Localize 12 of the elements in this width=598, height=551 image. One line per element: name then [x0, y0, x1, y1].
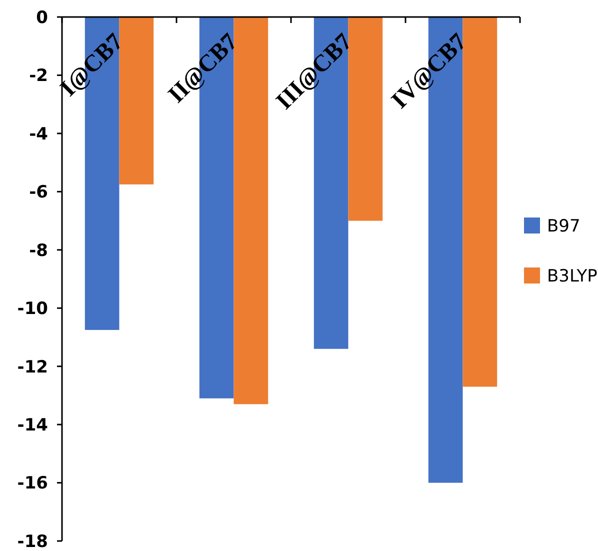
y-tick-label: -8 — [29, 240, 48, 261]
y-tick-label: -10 — [17, 299, 48, 320]
y-tick-label: -4 — [29, 124, 48, 144]
y-tick-label: 0 — [36, 8, 48, 28]
y-tick-label: -14 — [17, 416, 48, 436]
legend-label: B3LYP — [547, 266, 598, 286]
y-tick-label: -18 — [17, 532, 48, 551]
y-tick-label: -2 — [29, 66, 48, 86]
legend-label: B97 — [547, 216, 580, 236]
y-tick-label: -12 — [17, 357, 48, 378]
y-tick-label: -16 — [17, 474, 48, 494]
y-tick-label: -6 — [29, 182, 48, 203]
